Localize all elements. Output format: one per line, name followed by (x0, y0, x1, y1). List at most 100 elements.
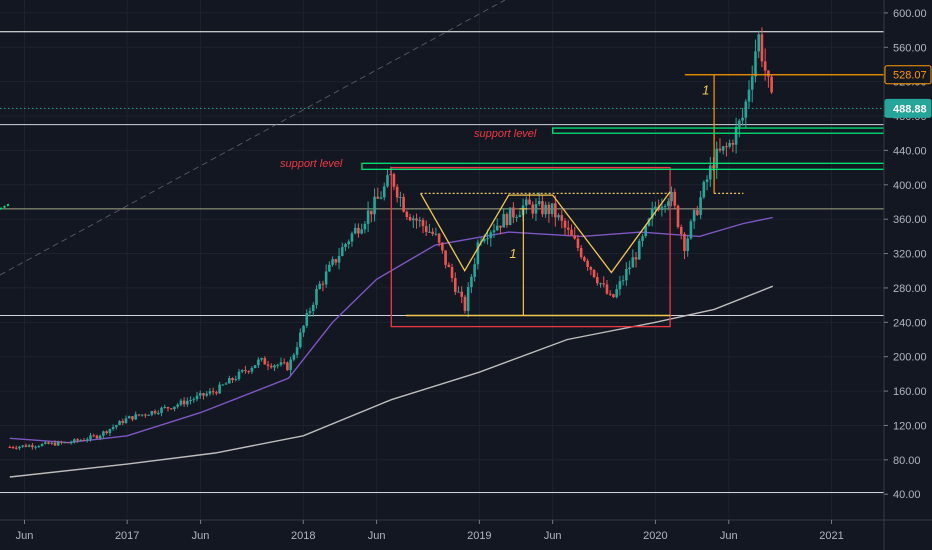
candle-body (770, 76, 773, 93)
candle-body (437, 233, 441, 243)
y-tick-label: 40.00 (893, 489, 921, 501)
price-axis-panel (884, 0, 932, 550)
candle-body (518, 215, 522, 217)
x-tick-label: 2019 (467, 530, 491, 542)
candle-body (524, 199, 528, 206)
candle-body (537, 201, 541, 204)
candle-body (53, 442, 57, 446)
candle-body (618, 281, 622, 290)
candle-body (231, 378, 234, 381)
candle-body (347, 241, 351, 245)
x-tick-label: Jun (720, 530, 738, 542)
candle-body (299, 332, 302, 348)
measure-label: 1 (702, 83, 709, 98)
candle-body (528, 199, 531, 205)
candle-body (399, 196, 402, 198)
candle-body (215, 392, 218, 394)
candle-body (353, 227, 357, 234)
candle-body (27, 445, 31, 447)
candle-body (573, 235, 577, 239)
candle-body (705, 179, 709, 182)
candle-body (137, 414, 141, 416)
y-tick-label: 200.00 (893, 352, 927, 364)
candle-body (189, 400, 192, 402)
candle-body (169, 408, 173, 410)
candle-body (340, 247, 344, 257)
candle-body (156, 412, 160, 414)
candle-body (415, 218, 418, 221)
candle-body (757, 34, 761, 52)
candle-body (473, 264, 476, 277)
x-tick-label: Jun (544, 530, 562, 542)
candle-body (544, 204, 547, 215)
candle-body (331, 259, 334, 265)
candle-body (224, 383, 228, 385)
candle-body (286, 362, 289, 371)
price-label: 528.07 (893, 70, 927, 82)
candle-body (738, 120, 741, 127)
candle-body (382, 186, 386, 198)
candle-body (244, 370, 247, 372)
candle-body (663, 205, 667, 207)
candle-body (557, 215, 560, 218)
support-level-label: support level (474, 128, 537, 140)
candle-body (596, 277, 599, 284)
candle-body (8, 446, 12, 448)
candle-body (60, 441, 63, 443)
candle-body (489, 232, 493, 239)
candle-body (305, 313, 309, 326)
candle-body (767, 70, 770, 77)
candle-body (279, 362, 283, 365)
candle-body (428, 231, 431, 233)
x-tick-label: Jun (368, 530, 386, 542)
candle-body (247, 371, 250, 373)
candle-body (625, 269, 628, 281)
candle-body (505, 214, 509, 226)
candle-body (373, 196, 376, 215)
candle-body (82, 439, 86, 441)
candle-body (263, 358, 267, 365)
candle-body (308, 311, 312, 314)
candle-body (534, 203, 538, 214)
candle-body (621, 280, 625, 282)
candle-body (92, 435, 96, 437)
candle-body (195, 395, 199, 400)
candle-body (240, 370, 244, 372)
candle-body (321, 283, 325, 285)
candle-body (179, 400, 183, 405)
candle-body (124, 418, 128, 424)
candle-body (282, 362, 286, 364)
candle-body (750, 76, 754, 90)
candle-body (182, 400, 186, 405)
candle-body (667, 201, 670, 206)
candle-body (602, 283, 606, 285)
candle-body (186, 400, 189, 405)
candle-body (708, 165, 712, 180)
y-tick-label: 560.00 (893, 42, 927, 54)
candle-body (253, 365, 257, 369)
candle-body (273, 365, 276, 368)
candle-body (492, 230, 496, 233)
candle-body (431, 231, 434, 235)
candle-body (754, 51, 757, 77)
candle-body (434, 233, 438, 235)
candle-body (302, 325, 305, 333)
moving-average-line (9, 285, 774, 478)
candle-body (457, 291, 460, 293)
y-tick-label: 320.00 (893, 249, 927, 261)
candle-body (660, 206, 664, 211)
candle-body (379, 197, 383, 199)
candle-body (192, 399, 196, 401)
candle-body (418, 220, 422, 222)
candle-body (218, 384, 221, 394)
candle-body (699, 197, 702, 215)
candle-body (37, 446, 41, 448)
candle-body (198, 393, 202, 396)
candle-body (250, 368, 254, 372)
measure-label: 1 (509, 246, 516, 261)
trend-line (0, 0, 506, 276)
candle-body (40, 443, 44, 447)
candle-body (725, 146, 728, 148)
